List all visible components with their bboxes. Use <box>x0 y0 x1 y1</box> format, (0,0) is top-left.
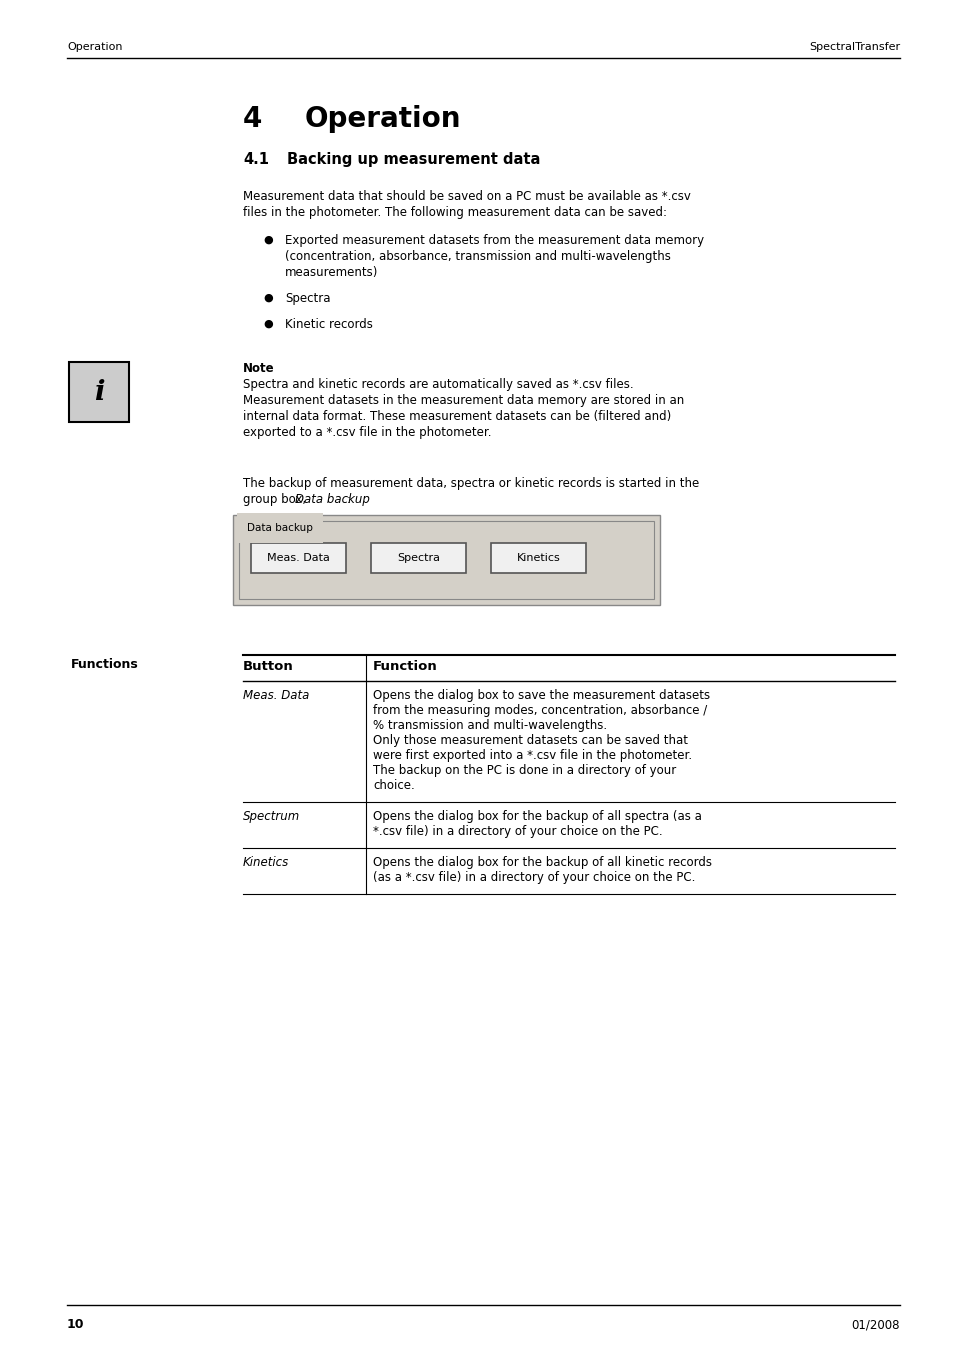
Text: Only those measurement datasets can be saved that: Only those measurement datasets can be s… <box>373 734 687 747</box>
Text: Kinetic records: Kinetic records <box>285 317 373 331</box>
Text: measurements): measurements) <box>285 266 378 280</box>
Text: were first exported into a *.csv file in the photometer.: were first exported into a *.csv file in… <box>373 748 691 762</box>
Text: Backing up measurement data: Backing up measurement data <box>287 153 539 168</box>
Text: % transmission and multi-wavelengths.: % transmission and multi-wavelengths. <box>373 719 606 732</box>
Text: (as a *.csv file) in a directory of your choice on the PC.: (as a *.csv file) in a directory of your… <box>373 871 695 884</box>
FancyBboxPatch shape <box>233 515 659 605</box>
Text: 4: 4 <box>243 105 262 132</box>
Text: Meas. Data: Meas. Data <box>267 553 330 563</box>
Text: from the measuring modes, concentration, absorbance /: from the measuring modes, concentration,… <box>373 704 706 717</box>
Text: Spectra: Spectra <box>396 553 439 563</box>
Text: Functions: Functions <box>71 658 138 671</box>
Text: Operation: Operation <box>305 105 461 132</box>
Text: choice.: choice. <box>373 780 415 792</box>
Text: Operation: Operation <box>67 42 122 51</box>
Text: Spectrum: Spectrum <box>243 811 300 823</box>
Text: Meas. Data: Meas. Data <box>243 689 309 703</box>
Text: files in the photometer. The following measurement data can be saved:: files in the photometer. The following m… <box>243 205 666 219</box>
Text: Spectra: Spectra <box>285 292 330 305</box>
Text: exported to a *.csv file in the photometer.: exported to a *.csv file in the photomet… <box>243 426 491 439</box>
Text: The backup on the PC is done in a directory of your: The backup on the PC is done in a direct… <box>373 765 676 777</box>
FancyBboxPatch shape <box>251 543 346 573</box>
Text: ●: ● <box>263 235 273 245</box>
Text: ●: ● <box>263 319 273 330</box>
FancyBboxPatch shape <box>239 521 654 598</box>
Text: Data backup: Data backup <box>247 523 313 534</box>
Text: Note: Note <box>243 362 274 376</box>
Text: Opens the dialog box for the backup of all kinetic records: Opens the dialog box for the backup of a… <box>373 857 711 869</box>
Text: Function: Function <box>373 661 437 673</box>
Text: The backup of measurement data, spectra or kinetic records is started in the: The backup of measurement data, spectra … <box>243 477 699 490</box>
Text: Opens the dialog box to save the measurement datasets: Opens the dialog box to save the measure… <box>373 689 709 703</box>
FancyBboxPatch shape <box>371 543 465 573</box>
Text: internal data format. These measurement datasets can be (filtered and): internal data format. These measurement … <box>243 409 671 423</box>
Text: Measurement datasets in the measurement data memory are stored in an: Measurement datasets in the measurement … <box>243 394 683 407</box>
Text: Opens the dialog box for the backup of all spectra (as a: Opens the dialog box for the backup of a… <box>373 811 701 823</box>
Text: 4.1: 4.1 <box>243 153 269 168</box>
Text: Measurement data that should be saved on a PC must be available as *.csv: Measurement data that should be saved on… <box>243 190 690 203</box>
Text: :: : <box>347 493 351 507</box>
Text: (concentration, absorbance, transmission and multi-wavelengths: (concentration, absorbance, transmission… <box>285 250 670 263</box>
Text: Data backup: Data backup <box>294 493 370 507</box>
Text: Spectra and kinetic records are automatically saved as *.csv files.: Spectra and kinetic records are automati… <box>243 378 633 390</box>
Text: i: i <box>93 378 104 405</box>
FancyBboxPatch shape <box>69 362 129 422</box>
Text: Exported measurement datasets from the measurement data memory: Exported measurement datasets from the m… <box>285 234 703 247</box>
Text: 10: 10 <box>67 1319 85 1331</box>
Text: 01/2008: 01/2008 <box>851 1319 899 1331</box>
Text: ●: ● <box>263 293 273 303</box>
Text: Kinetics: Kinetics <box>243 857 289 869</box>
Text: Kinetics: Kinetics <box>517 553 559 563</box>
Text: Button: Button <box>243 661 294 673</box>
Text: SpectralTransfer: SpectralTransfer <box>808 42 899 51</box>
Text: group box,: group box, <box>243 493 310 507</box>
FancyBboxPatch shape <box>491 543 585 573</box>
Text: *.csv file) in a directory of your choice on the PC.: *.csv file) in a directory of your choic… <box>373 825 662 838</box>
